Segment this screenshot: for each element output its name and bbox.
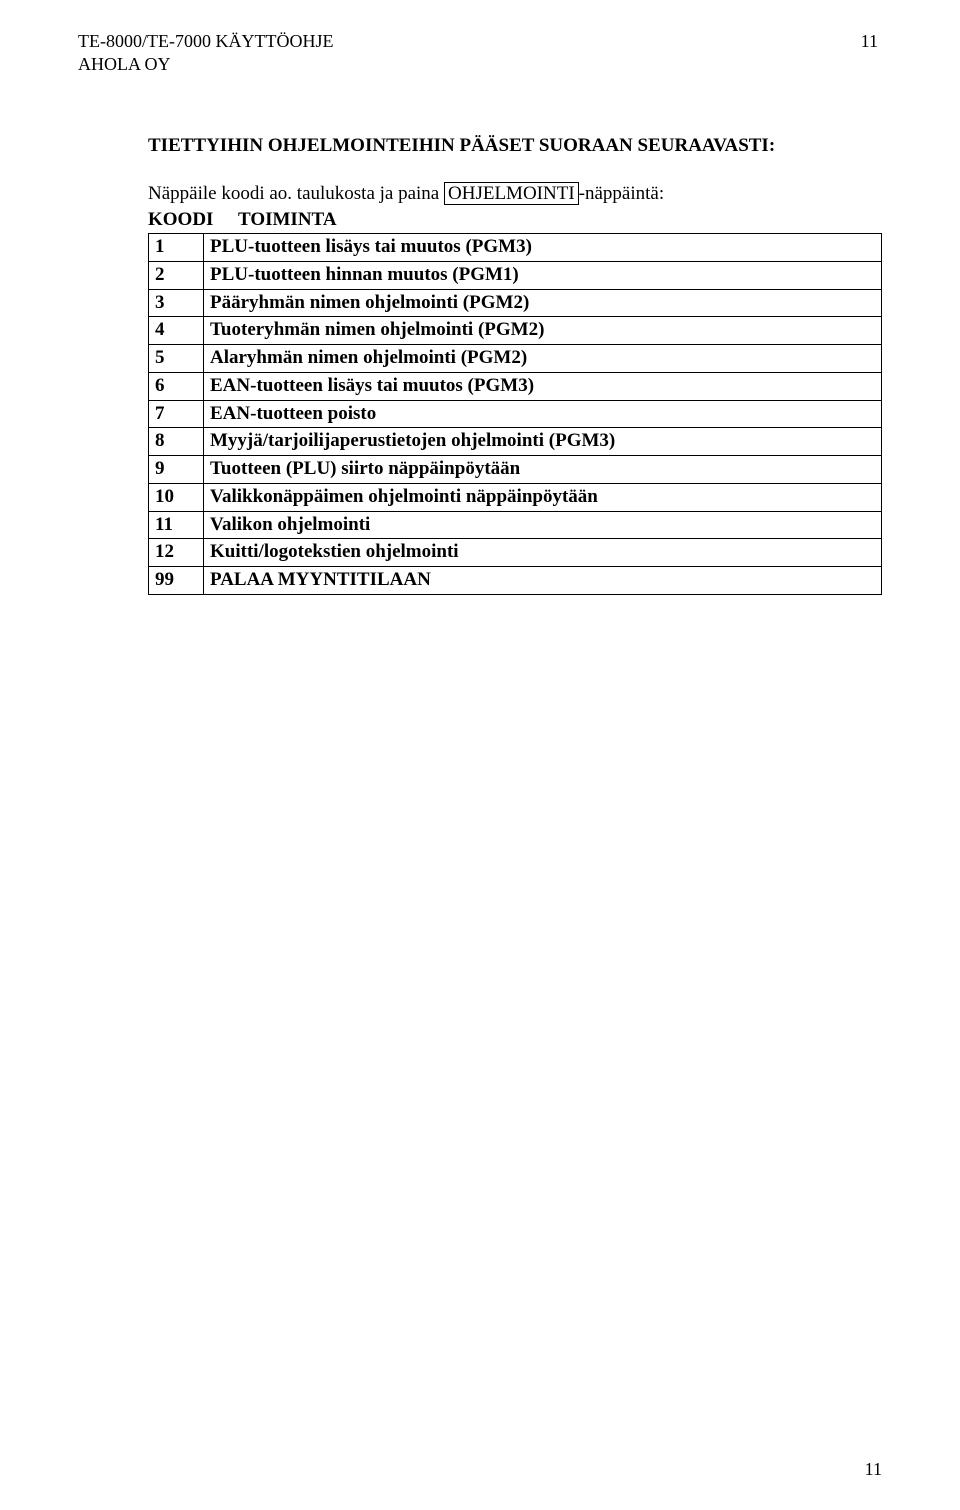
table-header-code: KOODI — [148, 209, 238, 231]
intro-line: Näppäile koodi ao. taulukosta ja paina O… — [148, 183, 882, 205]
doc-header-right: 11 — [861, 30, 882, 53]
code-cell: 2 — [149, 261, 204, 289]
page-number-bottom: 11 — [865, 1459, 882, 1480]
code-cell: 9 — [149, 456, 204, 484]
code-cell: 99 — [149, 567, 204, 595]
code-cell: 4 — [149, 317, 204, 345]
doc-header: TE-8000/TE-7000 KÄYTTÖOHJE AHOLA OY 11 — [78, 30, 882, 75]
table-row: 5 Alaryhmän nimen ohjelmointi (PGM2) — [149, 345, 882, 373]
table-row: 12 Kuitti/logotekstien ohjelmointi — [149, 539, 882, 567]
code-cell: 7 — [149, 400, 204, 428]
table-row: 99 PALAA MYYNTITILAAN — [149, 567, 882, 595]
table-row: 11 Valikon ohjelmointi — [149, 511, 882, 539]
table-row: 10 Valikkonäppäimen ohjelmointi näppäinp… — [149, 483, 882, 511]
action-cell: PLU-tuotteen hinnan muutos (PGM1) — [204, 261, 882, 289]
table-row: 3 Pääryhmän nimen ohjelmointi (PGM2) — [149, 289, 882, 317]
action-cell: Valikon ohjelmointi — [204, 511, 882, 539]
code-cell: 3 — [149, 289, 204, 317]
table-row: 4 Tuoteryhmän nimen ohjelmointi (PGM2) — [149, 317, 882, 345]
code-cell: 12 — [149, 539, 204, 567]
codes-table: 1 PLU-tuotteen lisäys tai muutos (PGM3) … — [148, 233, 882, 595]
action-cell: Tuoteryhmän nimen ohjelmointi (PGM2) — [204, 317, 882, 345]
action-cell: Pääryhmän nimen ohjelmointi (PGM2) — [204, 289, 882, 317]
table-row: 6 EAN-tuotteen lisäys tai muutos (PGM3) — [149, 372, 882, 400]
code-cell: 10 — [149, 483, 204, 511]
code-cell: 5 — [149, 345, 204, 373]
page: TE-8000/TE-7000 KÄYTTÖOHJE AHOLA OY 11 T… — [0, 0, 960, 1510]
action-cell: Kuitti/logotekstien ohjelmointi — [204, 539, 882, 567]
content: TIETTYIHIN OHJELMOINTEIHIN PÄÄSET SUORAA… — [148, 135, 882, 595]
action-cell: Tuotteen (PLU) siirto näppäinpöytään — [204, 456, 882, 484]
intro-suffix: -näppäintä: — [579, 183, 664, 204]
code-cell: 6 — [149, 372, 204, 400]
action-cell: EAN-tuotteen poisto — [204, 400, 882, 428]
intro-prefix: Näppäile koodi ao. taulukosta ja paina — [148, 183, 444, 204]
action-cell: Myyjä/tarjoilijaperustietojen ohjelmoint… — [204, 428, 882, 456]
intro-boxed-key: OHJELMOINTI — [444, 182, 579, 205]
code-cell: 1 — [149, 234, 204, 262]
table-header-action: TOIMINTA — [238, 209, 882, 231]
doc-title-line2: AHOLA OY — [78, 53, 333, 76]
doc-title-line1: TE-8000/TE-7000 KÄYTTÖOHJE — [78, 30, 333, 53]
action-cell: EAN-tuotteen lisäys tai muutos (PGM3) — [204, 372, 882, 400]
table-row: 1 PLU-tuotteen lisäys tai muutos (PGM3) — [149, 234, 882, 262]
doc-header-left: TE-8000/TE-7000 KÄYTTÖOHJE AHOLA OY — [78, 30, 333, 75]
page-number-top: 11 — [861, 31, 878, 51]
code-cell: 8 — [149, 428, 204, 456]
action-cell: PALAA MYYNTITILAAN — [204, 567, 882, 595]
action-cell: PLU-tuotteen lisäys tai muutos (PGM3) — [204, 234, 882, 262]
table-header: KOODI TOIMINTA — [148, 209, 882, 231]
table-row: 8 Myyjä/tarjoilijaperustietojen ohjelmoi… — [149, 428, 882, 456]
action-cell: Valikkonäppäimen ohjelmointi näppäinpöyt… — [204, 483, 882, 511]
section-heading: TIETTYIHIN OHJELMOINTEIHIN PÄÄSET SUORAA… — [148, 135, 882, 157]
table-row: 2 PLU-tuotteen hinnan muutos (PGM1) — [149, 261, 882, 289]
table-row: 9 Tuotteen (PLU) siirto näppäinpöytään — [149, 456, 882, 484]
table-row: 7 EAN-tuotteen poisto — [149, 400, 882, 428]
action-cell: Alaryhmän nimen ohjelmointi (PGM2) — [204, 345, 882, 373]
code-cell: 11 — [149, 511, 204, 539]
